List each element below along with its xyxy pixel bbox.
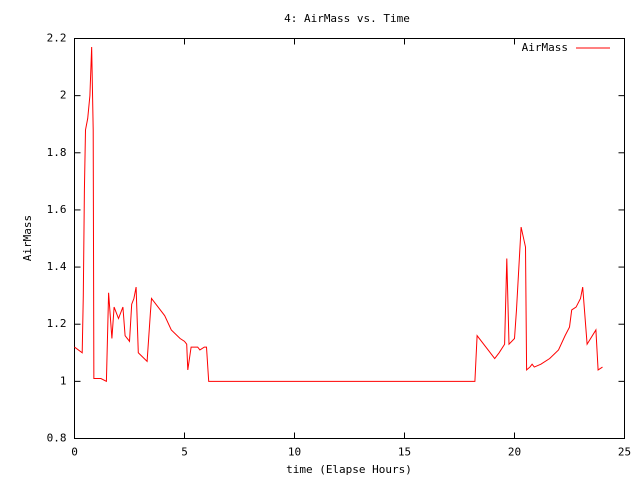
plot-border	[74, 38, 625, 439]
x-tick-label: 15	[398, 446, 411, 459]
y-tick-label: 1.4	[47, 260, 67, 273]
legend-label: AirMass	[522, 41, 568, 54]
y-tick-label: 1	[60, 374, 67, 387]
y-tick-label: 2	[60, 89, 67, 102]
y-tick-label: 0.8	[47, 432, 67, 445]
y-axis-label: AirMass	[21, 215, 34, 261]
x-tick-label: 10	[288, 446, 301, 459]
x-tick-label: 25	[618, 446, 631, 459]
x-tick-label: 0	[71, 446, 78, 459]
data-line	[74, 47, 603, 383]
y-tick-label: 1.2	[47, 317, 67, 330]
y-tick-label: 1.8	[47, 146, 67, 159]
x-axis-label: time (Elapse Hours)	[286, 463, 412, 476]
chart-title: 4: AirMass vs. Time	[284, 12, 410, 25]
y-tick-label: 2.2	[47, 32, 67, 45]
y-tick-label: 1.6	[47, 203, 67, 216]
x-tick-label: 5	[181, 446, 188, 459]
x-tick-label: 20	[508, 446, 521, 459]
